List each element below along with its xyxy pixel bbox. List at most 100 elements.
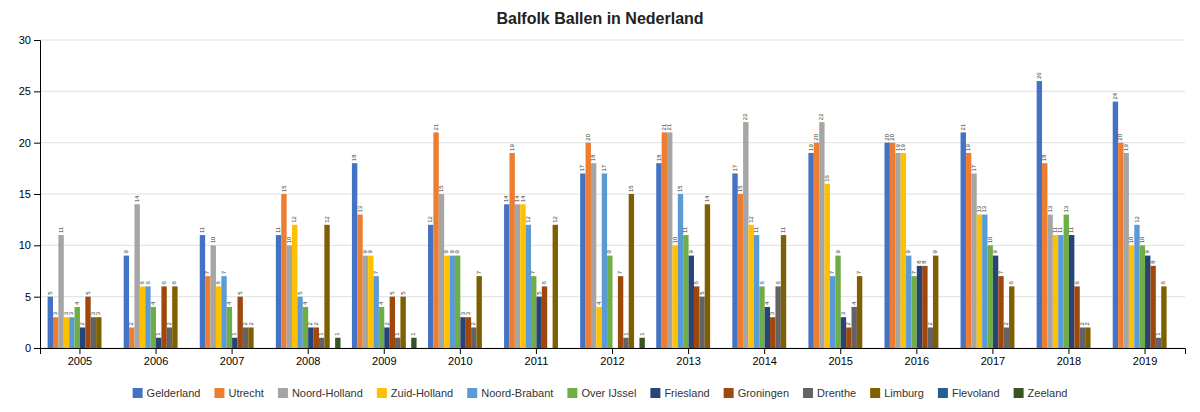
x-tick-mark [840, 348, 841, 354]
x-tick: 2017 [981, 348, 1005, 367]
grid-line [40, 142, 1185, 143]
bar [172, 286, 177, 348]
data-label: 12 [324, 215, 330, 222]
legend-item: Noord-Brabant [467, 387, 553, 399]
data-label: 21 [433, 123, 439, 130]
legend-label: Friesland [664, 387, 709, 399]
bar [178, 348, 183, 349]
bar [602, 173, 607, 348]
y-tick-mark [34, 40, 40, 41]
data-label: 19 [965, 144, 971, 151]
y-tick-mark [34, 297, 40, 298]
bar [1014, 348, 1019, 349]
bar [906, 256, 911, 348]
data-label: 9 [606, 250, 612, 254]
legend-item: Drenthe [803, 387, 856, 399]
data-label: 2 [166, 321, 172, 325]
data-label: 10 [987, 236, 993, 243]
bar [542, 286, 547, 348]
legend-item: Utrecht [214, 387, 263, 399]
bar [553, 225, 558, 348]
bar [520, 204, 525, 348]
data-label: 2 [845, 321, 851, 325]
bar [69, 317, 74, 348]
data-label: 9 [1144, 250, 1150, 254]
data-label: 19 [509, 144, 515, 151]
data-label: 18 [351, 154, 357, 161]
data-label: 7 [221, 270, 227, 274]
bar [998, 276, 1003, 348]
bar [775, 286, 780, 348]
data-label: 1 [623, 332, 629, 336]
data-label: 15 [281, 185, 287, 192]
x-tick: 2014 [752, 348, 776, 367]
data-label: 26 [1036, 72, 1042, 79]
x-tick-mark [1145, 348, 1146, 354]
bar [938, 348, 943, 349]
data-label: 5 [536, 291, 542, 295]
bar [814, 143, 819, 348]
bar [48, 297, 53, 348]
bar [1161, 286, 1166, 348]
data-label: 12 [1134, 215, 1140, 222]
data-label: 2 [1084, 321, 1090, 325]
bar [917, 266, 922, 348]
x-tick-mark [384, 348, 385, 354]
bar [1037, 81, 1042, 348]
x-tick-label: 2006 [144, 355, 168, 367]
x-tick-label: 2018 [1057, 355, 1081, 367]
y-axis: 051015202530 [19, 34, 41, 354]
legend-swatch [567, 388, 577, 398]
data-label: 7 [204, 270, 210, 274]
bar [1047, 215, 1052, 348]
data-label: 7 [856, 270, 862, 274]
bar [324, 225, 329, 348]
bar [890, 143, 895, 348]
data-label: 1 [394, 332, 400, 336]
data-label: 18 [656, 154, 662, 161]
legend-label: Gelderland [147, 387, 201, 399]
bar [466, 317, 471, 348]
bar [363, 256, 368, 348]
bar [1074, 286, 1079, 348]
legend-swatch [278, 388, 288, 398]
bar [482, 348, 487, 349]
data-label: 2 [927, 321, 933, 325]
data-label: 5 [297, 291, 303, 295]
data-label: 1 [410, 332, 416, 336]
bars [48, 81, 1167, 348]
data-label: 9 [367, 250, 373, 254]
bar [53, 317, 58, 348]
bar [1129, 245, 1134, 348]
y-tick-label: 0 [25, 342, 31, 354]
bar-series [85, 266, 1156, 348]
bar [993, 256, 998, 348]
data-label: 2 [128, 321, 134, 325]
bar [884, 143, 889, 348]
data-label: 7 [998, 270, 1004, 274]
data-label: 11 [682, 226, 688, 233]
data-label: 10 [286, 236, 292, 243]
bar [1042, 163, 1047, 348]
x-tick-mark [460, 348, 461, 354]
data-label: 15 [628, 185, 634, 192]
bar [314, 327, 319, 348]
data-label: 14 [503, 195, 509, 202]
data-label: 6 [1074, 280, 1080, 284]
bar [678, 194, 683, 348]
data-label: 17 [971, 164, 977, 171]
x-tick: 2007 [220, 348, 244, 367]
x-tick-label: 2016 [905, 355, 929, 367]
x-tick-mark [536, 348, 537, 354]
data-label: 7 [829, 270, 835, 274]
bar [613, 348, 618, 349]
data-label: 2 [248, 321, 254, 325]
bar [390, 297, 395, 348]
bar [80, 327, 85, 348]
bar-series [64, 153, 1135, 348]
bar [151, 307, 156, 348]
y-tick: 10 [19, 239, 40, 251]
bar [792, 348, 797, 349]
y-tick-label: 25 [19, 85, 31, 97]
bar [1145, 256, 1150, 348]
